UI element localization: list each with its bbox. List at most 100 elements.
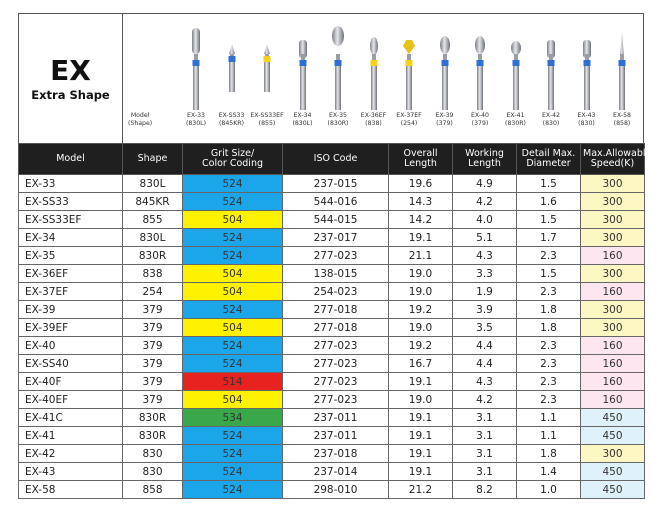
- model-cell: EX-42: [18, 444, 123, 463]
- bur-illustration: [433, 24, 457, 110]
- bur-model-label: EX-35 (830R): [327, 112, 349, 127]
- working-length-cell: 3.9: [452, 300, 517, 319]
- iso-code-cell: 544-016: [282, 192, 389, 211]
- grit-cell: 524: [182, 426, 283, 445]
- table-row: EX-SS40 379 524 277-023 16.7 4.4 2.3 160: [18, 354, 645, 373]
- speed-cell: 300: [580, 300, 645, 319]
- speed-cell: 450: [580, 480, 645, 499]
- diameter-cell: 1.8: [516, 318, 581, 337]
- model-cell: EX-41: [18, 426, 123, 445]
- bur-illustration: [255, 24, 279, 110]
- table-row: EX-41 830R 524 237-011 19.1 3.1 1.1 450: [18, 426, 645, 445]
- speed-cell: 300: [580, 264, 645, 283]
- model-cell: EX-SS33: [18, 192, 123, 211]
- bur-model-label: EX-37EF (254): [396, 112, 422, 127]
- diameter-cell: 1.7: [516, 228, 581, 247]
- grit-cell: 524: [182, 444, 283, 463]
- table-row: EX-SS33EF 855 504 544-015 14.2 4.0 1.5 300: [18, 210, 645, 229]
- bur-illustration: [468, 24, 492, 110]
- column-header: Overall Length: [388, 143, 453, 175]
- overall-length-cell: 19.2: [388, 300, 453, 319]
- overall-length-cell: 19.1: [388, 372, 453, 391]
- iso-code-cell: 254-023: [282, 282, 389, 301]
- working-length-cell: 3.3: [452, 264, 517, 283]
- speed-cell: 160: [580, 372, 645, 391]
- spec-table: Model Shape Grit Size/ Color Coding ISO Cod…: [18, 143, 651, 499]
- table-row: EX-37EF 254 504 254-023 19.0 1.9 2.3 160: [18, 282, 645, 301]
- iso-code-cell: 237-011: [282, 426, 389, 445]
- shape-cell: 830L: [122, 228, 183, 247]
- table-body: EX-33 830L 524 237-015 19.6 4.9 1.5 300 EX-SS33 8…: [18, 174, 645, 499]
- table-row: EX-SS33 845KR 524 544-016 14.3 4.2 1.6 300: [18, 192, 645, 211]
- table-row: EX-40EF 379 504 277-023 19.0 4.2 2.3 160: [18, 390, 645, 409]
- iso-code-cell: 277-023: [282, 354, 389, 373]
- column-header: Shape: [122, 143, 183, 175]
- overall-length-cell: 19.1: [388, 462, 453, 481]
- model-cell: EX-58: [18, 480, 123, 499]
- iso-code-cell: 237-017: [282, 228, 389, 247]
- grit-cell: 524: [182, 354, 283, 373]
- bur-icon: [403, 40, 415, 110]
- product-sheet: EX Extra Shape Model (Shape) EX-33 (830L…: [18, 13, 651, 499]
- diameter-cell: 2.3: [516, 390, 581, 409]
- speed-cell: 160: [580, 336, 645, 355]
- iso-code-cell: 138-015: [282, 264, 389, 283]
- grit-cell: 504: [182, 318, 283, 337]
- working-length-cell: 3.1: [452, 444, 517, 463]
- overall-length-cell: 19.2: [388, 336, 453, 355]
- working-length-cell: 8.2: [452, 480, 517, 499]
- diameter-cell: 1.8: [516, 444, 581, 463]
- grit-cell: 534: [182, 408, 283, 427]
- bur-icon: [298, 40, 307, 110]
- bur-icon: [439, 36, 450, 110]
- shape-cell: 379: [122, 336, 183, 355]
- overall-length-cell: 14.2: [388, 210, 453, 229]
- grit-cell: 524: [182, 174, 283, 193]
- table-row: EX-39 379 524 277-018 19.2 3.9 1.8 300: [18, 300, 645, 319]
- grit-cell: 504: [182, 210, 283, 229]
- overall-length-cell: 14.3: [388, 192, 453, 211]
- diameter-cell: 1.1: [516, 408, 581, 427]
- bur-illustration: [291, 24, 315, 110]
- bur-model-label: EX-42 (830): [542, 112, 560, 127]
- table-row: EX-58 858 524 298-010 21.2 8.2 1.0 450: [18, 480, 645, 499]
- iso-code-cell: 237-015: [282, 174, 389, 193]
- model-cell: EX-35: [18, 246, 123, 265]
- table-row: EX-42 830 524 237-018 19.1 3.1 1.8 300: [18, 444, 645, 463]
- bur-icon: [510, 41, 521, 110]
- overall-length-cell: 19.0: [388, 264, 453, 283]
- grit-cell: 504: [182, 282, 283, 301]
- working-length-cell: 3.1: [452, 462, 517, 481]
- table-row: EX-40F 379 514 277-023 19.1 4.3 2.3 160: [18, 372, 645, 391]
- iso-code-cell: 237-011: [282, 408, 389, 427]
- model-cell: EX-34: [18, 228, 123, 247]
- bur-model-label: EX-41 (830R): [505, 112, 526, 127]
- iso-code-cell: 277-023: [282, 372, 389, 391]
- bur-illustration: [184, 24, 208, 110]
- speed-cell: 300: [580, 318, 645, 337]
- speed-cell: 300: [580, 210, 645, 229]
- grit-cell: 504: [182, 390, 283, 409]
- grit-cell: 524: [182, 462, 283, 481]
- speed-cell: 450: [580, 426, 645, 445]
- bur-illustration: [362, 24, 386, 110]
- bur-shape-gallery: Model (Shape) EX-33 (830L) EX-SS33 (845KR…: [123, 14, 643, 143]
- bur-illustration: [397, 24, 421, 110]
- iso-code-cell: 277-023: [282, 336, 389, 355]
- iso-code-cell: 237-018: [282, 444, 389, 463]
- bur-illustration: [539, 24, 563, 110]
- shape-cell: 855: [122, 210, 183, 229]
- overall-length-cell: 19.1: [388, 408, 453, 427]
- table-row: EX-41C 830R 534 237-011 19.1 3.1 1.1 450: [18, 408, 645, 427]
- diameter-cell: 2.3: [516, 246, 581, 265]
- overall-length-cell: 19.1: [388, 228, 453, 247]
- grit-cell: 524: [182, 336, 283, 355]
- model-cell: EX-40EF: [18, 390, 123, 409]
- column-header: Detail Max. Diameter: [516, 143, 581, 175]
- series-header: EX Extra Shape Model (Shape) EX-33 (830L…: [18, 13, 644, 143]
- working-length-cell: 3.1: [452, 426, 517, 445]
- diameter-cell: 1.0: [516, 480, 581, 499]
- overall-length-cell: 19.0: [388, 390, 453, 409]
- iso-code-cell: 298-010: [282, 480, 389, 499]
- speed-cell: 160: [580, 246, 645, 265]
